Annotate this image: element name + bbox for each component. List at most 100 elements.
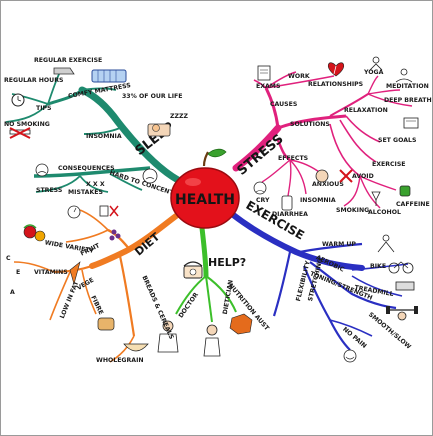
crying-face-icon	[253, 181, 267, 195]
apple-leaf	[207, 148, 227, 158]
sleep-tips-label: TIPS	[36, 105, 52, 112]
weightlifter-icon	[386, 306, 418, 321]
tired-face-icon	[142, 168, 158, 184]
sleep-sub-branch-concentrate	[109, 173, 143, 191]
stress-meditation-label: MEDITATION	[386, 83, 429, 90]
exercise-branch: EXERCISE WARM UP FLEXIBILITY STRETCHING …	[229, 198, 418, 363]
stress-insomnia-label: INSOMNIA	[300, 197, 336, 204]
sleep-sub-branch-no-smoking	[5, 103, 49, 123]
no-drink-icon	[99, 205, 119, 217]
stress-sub-solutions	[277, 114, 347, 130]
coffee-cup-icon	[399, 185, 411, 197]
central-apple: HEALTH	[170, 148, 240, 229]
exercise-bike-label: BIKE	[370, 263, 386, 270]
doctor-icon	[157, 320, 179, 353]
stress-set-goals-label: SET GOALS	[378, 137, 416, 144]
running-shoe-icon	[53, 67, 75, 75]
stretching-figure-icon	[377, 234, 395, 253]
diet-low-in-fat-label: LOW IN FAT	[59, 280, 81, 320]
stress-alcohol-label: ALCOHOL	[368, 209, 401, 216]
stress-exercise-label: EXERCISE	[372, 161, 406, 168]
stress-exams-label: EXAMS	[256, 83, 280, 90]
sleep-sub-branch-mistakes	[79, 175, 109, 193]
australia-map-icon	[229, 313, 253, 335]
diet-fibre-label: FIBRE	[89, 295, 104, 316]
dietician-icon	[203, 324, 221, 357]
stress-avoid-label: AVOID	[352, 173, 374, 180]
help-main-branch	[199, 225, 209, 279]
exercise-branch-title: EXERCISE	[243, 198, 306, 243]
yoga-figure-icon	[369, 56, 383, 71]
goals-icon	[403, 117, 419, 129]
stress-effects-label: EFFECTS	[278, 155, 308, 162]
stress-branch: STRESS EXAMS WORK RELATIONSHIPS YOGA MED…	[232, 56, 433, 218]
stress-relaxation-label: RELAXATION	[344, 107, 388, 114]
sleeping-person-icon	[147, 123, 171, 137]
stress-sub-causes	[264, 87, 280, 129]
fruit-pile-icon	[23, 224, 46, 242]
stress-anxious-label: ANXIOUS	[312, 181, 344, 188]
exercise-warm-up-label: WARM UP	[322, 241, 356, 248]
sleep-sub-branch-insomnia	[83, 127, 121, 135]
sleep-stress-label: STRESS	[36, 187, 62, 194]
sleep-consequences-label: CONSEQUENCES	[58, 165, 115, 172]
sleep-life-share-label: 33% OF OUR LIFE	[122, 93, 183, 100]
stress-work-label: WORK	[288, 73, 310, 80]
stress-cry-label: CRY	[256, 197, 270, 204]
sleep-zzz-label: ZZZZ	[170, 113, 188, 120]
stress-smoking-label: SMOKING	[336, 207, 369, 214]
stress-caffeine-label: CAFFEINE	[396, 201, 430, 208]
stress-deep-breathing-label: DEEP BREATHING	[384, 97, 433, 104]
sleep-sub-branch-stress	[35, 175, 81, 193]
anxious-face-icon	[315, 169, 329, 183]
diet-vitamin-a-label: A	[10, 289, 15, 296]
help-branch-title: HELP?	[208, 256, 246, 269]
sleep-sub-branch-mattress	[81, 87, 117, 91]
stress-yoga-label: YOGA	[363, 69, 384, 76]
stressed-face-icon	[35, 163, 49, 177]
sleep-regular-exercise-label: REGULAR EXERCISE	[34, 57, 102, 64]
sleep-mistakes-label: MISTAKES	[68, 189, 103, 196]
sleep-branch: SLEEP TIPS REGULAR EXERCISE REGULAR HOUR…	[4, 57, 191, 202]
stress-main-branch	[232, 124, 282, 172]
sleep-regular-hours-label: REGULAR HOURS	[4, 77, 63, 84]
sleep-main-branch	[78, 86, 182, 184]
diet-vitamin-c-label: C	[6, 255, 11, 262]
sleep-insomnia-label: INSOMNIA	[86, 133, 122, 140]
diet-breads-cereals-label: BREADS & CEREALS	[140, 275, 174, 341]
sleep-x-marks-label: X X X	[86, 181, 105, 188]
cereal-bowl-icon	[123, 343, 149, 352]
telephone-icon	[183, 261, 203, 279]
broken-heart-icon	[327, 62, 345, 77]
no-smoking-icon	[9, 127, 31, 139]
diet-vitamin-e-label: E	[16, 269, 20, 276]
stress-sub-effects	[276, 139, 291, 162]
sleep-sub-branch-consequences	[33, 166, 151, 178]
treadmill-icon	[395, 281, 415, 291]
diet-wholegrain-label: WHOLEGRAIN	[96, 357, 144, 364]
toilet-icon	[281, 195, 293, 211]
alarm-clock-icon	[11, 93, 25, 107]
sleep-sub-branch-tips	[47, 88, 83, 106]
mattress-icon	[91, 69, 127, 83]
smiley-face-icon	[343, 349, 357, 363]
no-smoking-avoid-icon	[339, 169, 353, 183]
apple-stem	[202, 151, 209, 167]
exam-paper-icon	[257, 65, 271, 81]
scale-icon	[67, 205, 81, 219]
diet-main-branch	[89, 213, 179, 269]
stress-diarrhea-label: DIARRHEA	[272, 211, 308, 218]
grapes-icon	[109, 229, 121, 241]
sleep-no-smoking-label: NO SMOKING	[4, 121, 50, 128]
bread-icon	[97, 317, 115, 331]
stress-causes-label: CAUSES	[270, 101, 297, 108]
meditation-figure-icon	[395, 68, 413, 83]
diet-vitamins-label: VITAMINS	[34, 269, 68, 276]
diet-branch: DIET FRUIT WIDE VARIETY VEGE VITAMINS C …	[6, 205, 179, 364]
stress-solutions-label: SOLUTIONS	[290, 121, 330, 128]
center-title: HEALTH	[175, 192, 235, 208]
carrot-icon	[69, 261, 81, 286]
stress-relationships-label: RELATIONSHIPS	[308, 81, 363, 88]
alcohol-glass-icon	[371, 191, 381, 206]
